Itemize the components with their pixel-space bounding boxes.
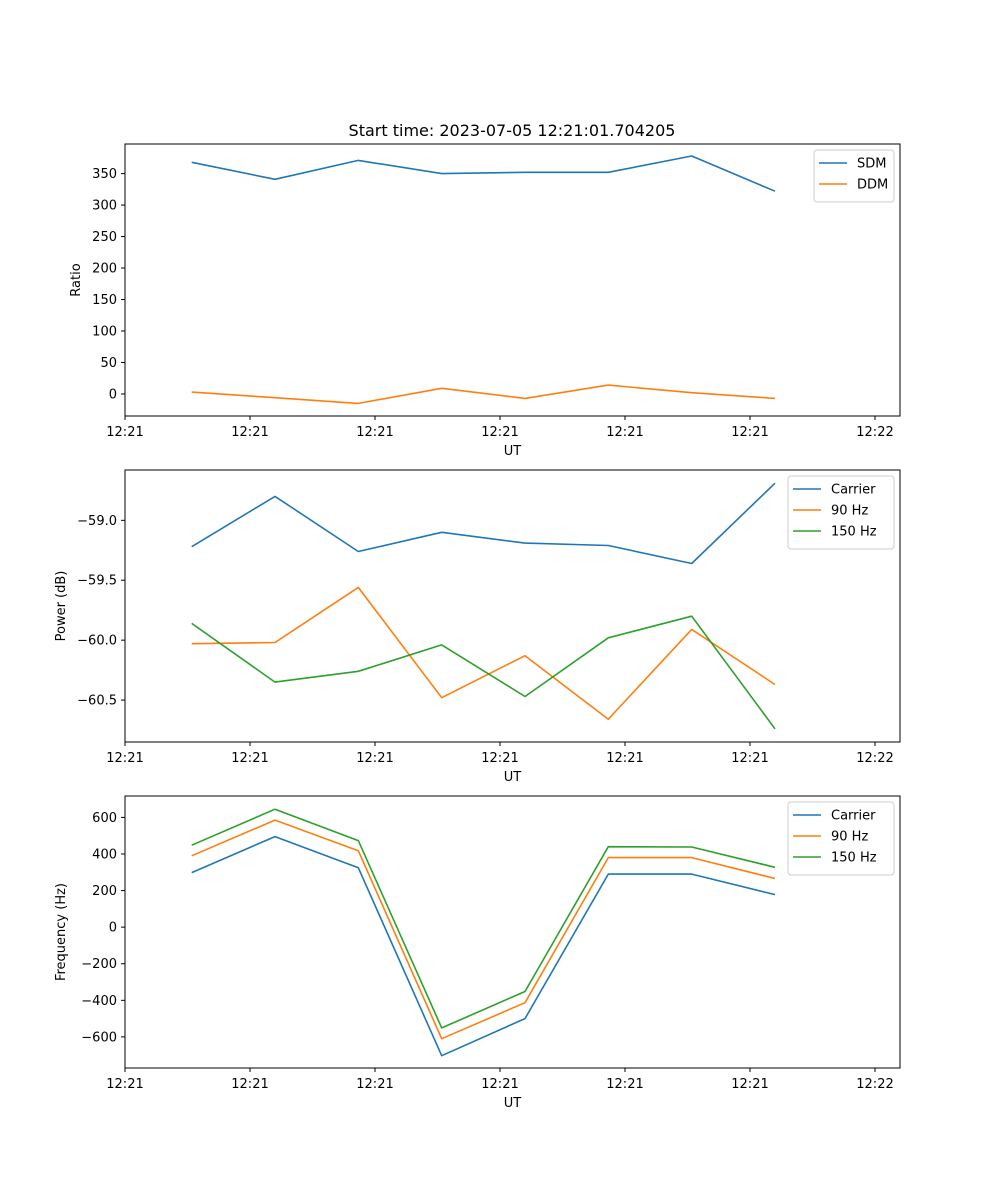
series-line-90-hz bbox=[191, 819, 776, 1040]
y-tick-label: −600 bbox=[81, 1030, 117, 1045]
series-line-carrier bbox=[191, 482, 776, 565]
y-tick-label: 0 bbox=[109, 387, 117, 402]
x-tick-label: 12:21 bbox=[356, 1077, 393, 1092]
panels: 12:21 12:21 12:21 12:21 12:21 12:21 12:22 0 50 10… bbox=[54, 143, 901, 1111]
x-tick-label: 12:21 bbox=[481, 1077, 518, 1092]
y-tick-label: −59.0 bbox=[77, 514, 117, 529]
y-tick-label: 350 bbox=[92, 167, 117, 182]
y-axis-label: Ratio bbox=[69, 263, 84, 296]
y-axis-label: Power (dB) bbox=[54, 571, 69, 642]
series-line-150-hz bbox=[191, 808, 776, 1029]
legend-label: 150 Hz bbox=[831, 525, 877, 540]
y-tick-label: 50 bbox=[100, 356, 117, 371]
axes-frame bbox=[124, 143, 901, 417]
x-tick-label: 12:21 bbox=[106, 1077, 143, 1092]
y-tick-label: 400 bbox=[92, 847, 117, 862]
x-tick-label: 12:21 bbox=[606, 751, 643, 766]
chart-panel-3: 12:21 12:21 12:21 12:21 12:21 12:21 12:22 600 40… bbox=[54, 795, 901, 1111]
chart-panel-1: 12:21 12:21 12:21 12:21 12:21 12:21 12:22 0 50 10… bbox=[69, 143, 901, 459]
x-tick-label: 12:21 bbox=[356, 425, 393, 440]
x-tick-label: 12:22 bbox=[856, 1077, 893, 1092]
figure-title: Start time: 2023-07-05 12:21:01.704205 bbox=[349, 121, 676, 140]
y-tick-label: 0 bbox=[109, 921, 117, 936]
y-tick-label: −60.0 bbox=[77, 634, 117, 649]
x-tick-label: 12:21 bbox=[731, 425, 768, 440]
legend-label: DDM bbox=[857, 178, 888, 193]
x-tick-label: 12:21 bbox=[231, 751, 268, 766]
y-tick-label: 250 bbox=[92, 230, 117, 245]
series-line-150-hz bbox=[191, 615, 776, 730]
x-tick-label: 12:21 bbox=[481, 751, 518, 766]
x-axis-label: UT bbox=[504, 770, 522, 785]
series-line-sdm bbox=[191, 155, 776, 192]
axes-frame bbox=[124, 795, 901, 1069]
y-tick-label: −400 bbox=[81, 994, 117, 1009]
y-axis-label: Frequency (Hz) bbox=[54, 883, 69, 981]
series-line-90-hz bbox=[191, 586, 776, 721]
x-tick-label: 12:22 bbox=[856, 425, 893, 440]
y-tick-label: −60.5 bbox=[77, 694, 117, 709]
x-tick-label: 12:22 bbox=[856, 751, 893, 766]
x-tick-label: 12:21 bbox=[731, 751, 768, 766]
x-tick-label: 12:21 bbox=[731, 1077, 768, 1092]
x-tick-label: 12:21 bbox=[481, 425, 518, 440]
legend-label: Carrier bbox=[831, 809, 876, 824]
x-tick-label: 12:21 bbox=[606, 425, 643, 440]
legend-label: 150 Hz bbox=[831, 851, 877, 866]
y-tick-label: −200 bbox=[81, 957, 117, 972]
x-tick-label: 12:21 bbox=[231, 1077, 268, 1092]
x-tick-label: 12:21 bbox=[356, 751, 393, 766]
x-tick-label: 12:21 bbox=[231, 425, 268, 440]
legend-label: 90 Hz bbox=[831, 504, 868, 519]
y-tick-label: 100 bbox=[92, 325, 117, 340]
legend-label: Carrier bbox=[831, 483, 876, 498]
x-tick-label: 12:21 bbox=[606, 1077, 643, 1092]
legend-label: 90 Hz bbox=[831, 830, 868, 845]
x-tick-label: 12:21 bbox=[106, 751, 143, 766]
series-line-ddm bbox=[191, 384, 776, 405]
legend: Carrier 90 Hz 150 Hz bbox=[787, 801, 895, 876]
y-tick-label: 300 bbox=[92, 199, 117, 214]
x-axis-label: UT bbox=[504, 444, 522, 459]
legend: SDM DDM bbox=[813, 149, 895, 203]
legend-label: SDM bbox=[857, 157, 886, 172]
legend: Carrier 90 Hz 150 Hz bbox=[787, 475, 895, 550]
x-tick-label: 12:21 bbox=[106, 425, 143, 440]
y-tick-label: −59.5 bbox=[77, 574, 117, 589]
y-tick-label: 600 bbox=[92, 811, 117, 826]
x-axis-label: UT bbox=[504, 1096, 522, 1111]
y-tick-label: 150 bbox=[92, 293, 117, 308]
chart-panel-2: 12:21 12:21 12:21 12:21 12:21 12:21 12:22 −59.0… bbox=[54, 469, 901, 785]
y-tick-label: 200 bbox=[92, 262, 117, 277]
axes-frame bbox=[124, 469, 901, 743]
series-line-carrier bbox=[191, 835, 776, 1057]
y-tick-label: 200 bbox=[92, 884, 117, 899]
